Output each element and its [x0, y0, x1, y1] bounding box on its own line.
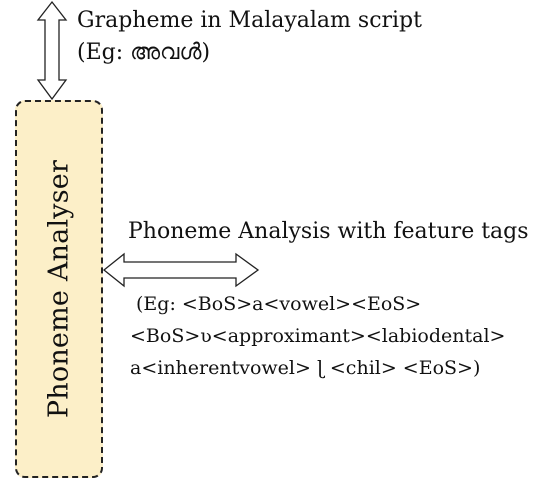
grapheme-title: Grapheme in Malayalam script: [77, 8, 422, 33]
phoneme-analyser-box: [15, 100, 103, 478]
vertical-double-arrow: [36, 0, 68, 101]
horizontal-double-arrow: [102, 252, 260, 288]
example-line-1: (Eg: <BoS>a<vowel><EoS>: [136, 293, 422, 315]
example-line-3: a<inherentvowel> ɭ <chil> <EoS>): [130, 357, 481, 379]
example-line-2: <BoS>ʋ<approximant><labiodental>: [130, 325, 506, 347]
phoneme-analysis-title: Phoneme Analysis with feature tags: [128, 219, 529, 244]
grapheme-example: (Eg: അവൾ): [77, 40, 211, 65]
phoneme-analysis-example: (Eg: <BoS>a<vowel><EoS> <BoS>ʋ<approxima…: [130, 288, 505, 384]
phoneme-analyser-label: Phoneme Analyser: [43, 159, 75, 419]
